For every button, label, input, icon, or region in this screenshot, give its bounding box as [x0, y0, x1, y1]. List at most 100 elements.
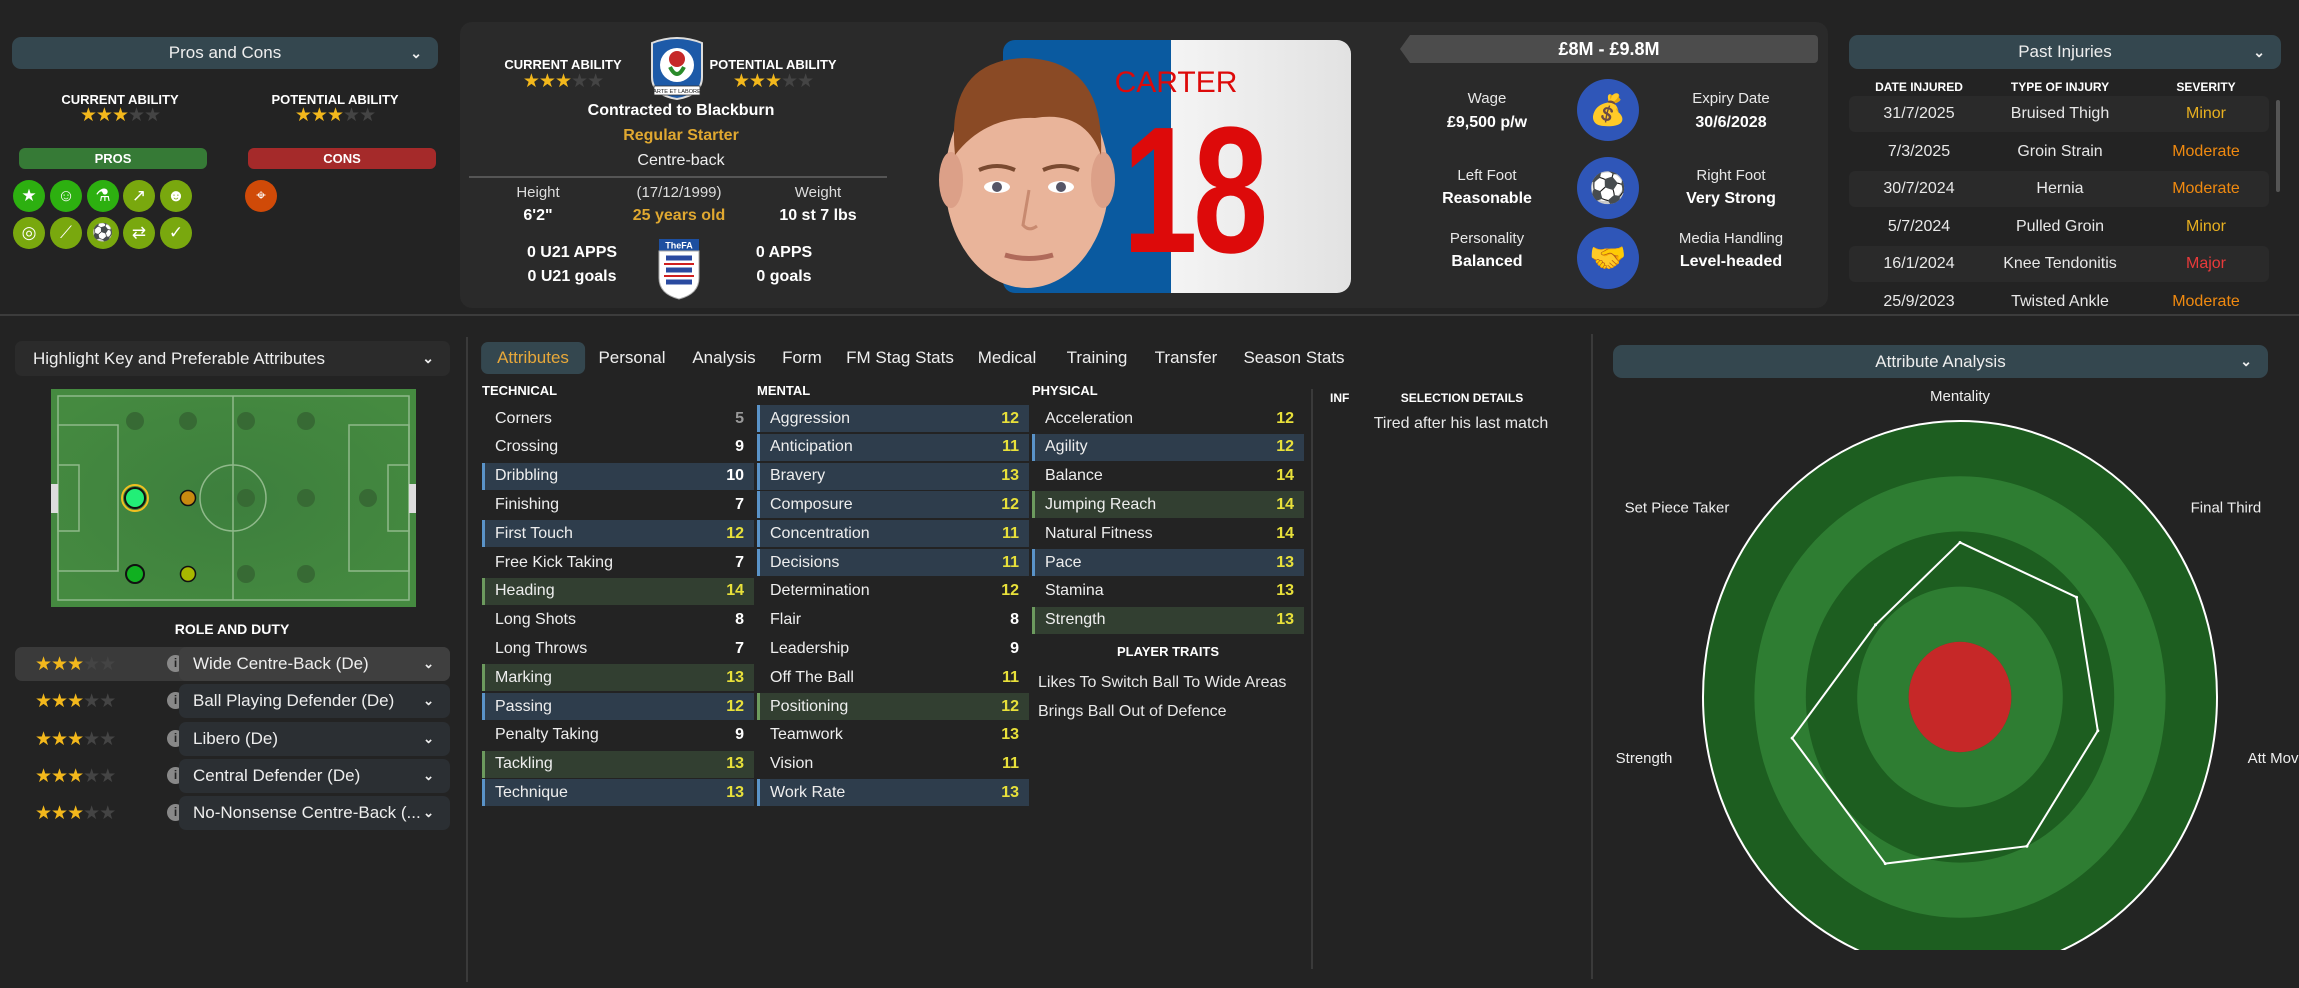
attribute-row[interactable]: Agility 12: [1032, 433, 1304, 461]
role-row[interactable]: ★★★★★ i Libero (De) ⌄: [15, 721, 450, 756]
clipboard-check-icon[interactable]: ✓: [160, 217, 192, 249]
attribute-row[interactable]: Off The Ball 11: [757, 664, 1029, 691]
role-row[interactable]: ★★★★★ i Ball Playing Defender (De) ⌄: [15, 684, 450, 719]
attribute-row[interactable]: Free Kick Taking 7: [482, 549, 754, 576]
position-dot-dm[interactable]: [179, 489, 197, 507]
chevron-down-icon[interactable]: ⌄: [422, 350, 434, 366]
tab-medical[interactable]: Medical: [977, 348, 1037, 367]
attribute-row[interactable]: Tackling 13: [482, 750, 754, 778]
attribute-row[interactable]: Crossing 9: [482, 434, 754, 461]
attribute-analysis-header[interactable]: Attribute Analysis ⌄: [1613, 345, 2268, 378]
chevron-down-icon[interactable]: ⌄: [2240, 353, 2252, 369]
flask-icon[interactable]: ⚗: [87, 180, 119, 212]
attribute-row[interactable]: Pace 13: [1032, 549, 1304, 576]
injury-row[interactable]: 7/3/2025 Groin Strain Moderate: [1849, 134, 2269, 170]
attribute-row[interactable]: Determination 12: [757, 578, 1029, 605]
attribute-value: 11: [1002, 553, 1019, 571]
highlight-dropdown[interactable]: Highlight Key and Preferable Attributes …: [15, 341, 450, 376]
attribute-row[interactable]: Strength 13: [1032, 606, 1304, 634]
attribute-row[interactable]: Concentration 11: [757, 520, 1029, 548]
role-dropdown[interactable]: Ball Playing Defender (De) ⌄: [179, 684, 450, 719]
pros-cons-title: Pros and Cons: [168, 43, 282, 62]
role-row[interactable]: ★★★★★ i Central Defender (De) ⌄: [15, 758, 450, 793]
section-divider: [0, 314, 2299, 316]
tab-attributes[interactable]: Attributes: [481, 342, 585, 374]
injury-row[interactable]: 16/1/2024 Knee Tendonitis Major: [1849, 246, 2269, 282]
attribute-row[interactable]: Technique 13: [482, 779, 754, 807]
pros-cons-header[interactable]: Pros and Cons ⌄: [12, 37, 438, 69]
role-dropdown[interactable]: Wide Centre-Back (De) ⌄: [179, 647, 450, 681]
chevron-down-icon[interactable]: ⌄: [423, 767, 434, 783]
role-dropdown[interactable]: No-Nonsense Centre-Back (... ⌄: [179, 796, 450, 831]
attribute-row[interactable]: Stamina 13: [1032, 578, 1304, 605]
injury-row[interactable]: 5/7/2024 Pulled Groin Minor: [1849, 209, 2269, 245]
tab-fm-stag-stats[interactable]: FM Stag Stats: [846, 348, 954, 367]
bandage-icon[interactable]: ⟋: [50, 217, 82, 249]
attribute-row[interactable]: Bravery 13: [757, 462, 1029, 490]
attribute-name: Corners: [495, 409, 552, 427]
chevron-down-icon[interactable]: ⌄: [423, 656, 434, 671]
attribute-row[interactable]: Composure 12: [757, 491, 1029, 519]
attribute-row[interactable]: Work Rate 13: [757, 779, 1029, 807]
attribute-row[interactable]: Decisions 11: [757, 549, 1029, 576]
attribute-row[interactable]: Flair 8: [757, 607, 1029, 634]
attribute-row[interactable]: Passing 12: [482, 693, 754, 720]
target-icon[interactable]: ◎: [13, 217, 45, 249]
cone-target-icon[interactable]: ⌖: [245, 180, 277, 212]
chevron-down-icon[interactable]: ⌄: [2253, 43, 2265, 60]
chevron-down-icon[interactable]: ⌄: [423, 805, 434, 821]
attribute-row[interactable]: Leadership 9: [757, 635, 1029, 662]
role-dropdown[interactable]: Central Defender (De) ⌄: [179, 758, 450, 793]
attribute-row[interactable]: Penalty Taking 9: [482, 722, 754, 749]
attribute-row[interactable]: Dribbling 10: [482, 462, 754, 490]
attribute-row[interactable]: Corners 5: [482, 405, 754, 432]
trending-up-icon[interactable]: ↗: [123, 180, 155, 212]
role-dropdown[interactable]: Libero (De) ⌄: [179, 721, 450, 756]
injury-row[interactable]: 30/7/2024 Hernia Moderate: [1849, 171, 2269, 207]
chevron-down-icon[interactable]: ⌄: [410, 44, 422, 61]
attribute-row[interactable]: Jumping Reach 14: [1032, 491, 1304, 519]
attribute-row[interactable]: Positioning 12: [757, 693, 1029, 720]
ball-player-icon[interactable]: ⚽: [87, 217, 119, 249]
tab-analysis[interactable]: Analysis: [692, 348, 756, 367]
position-dot-dr[interactable]: [125, 564, 145, 584]
money-bag-icon: 💰: [1577, 79, 1639, 141]
attribute-row[interactable]: Finishing 7: [482, 491, 754, 518]
injuries-scrollbar[interactable]: [2276, 100, 2280, 192]
attribute-value: 7: [735, 495, 744, 513]
injury-type: Pulled Groin: [2015, 217, 2105, 235]
past-injuries-title: Past Injuries: [2018, 42, 2112, 61]
injury-row[interactable]: 25/9/2023 Twisted Ankle Moderate: [1849, 284, 2269, 309]
head-icon[interactable]: ☻: [160, 180, 192, 212]
position-dot-dc[interactable]: [124, 487, 146, 509]
attribute-row[interactable]: Marking 13: [482, 664, 754, 692]
attribute-row[interactable]: Aggression 12: [757, 405, 1029, 432]
chevron-down-icon[interactable]: ⌄: [423, 693, 434, 709]
agility-cone-icon[interactable]: ☺: [50, 180, 82, 212]
tab-season-stats[interactable]: Season Stats: [1243, 348, 1345, 367]
star-empty-icon: ★: [99, 803, 116, 825]
tab-personal[interactable]: Personal: [598, 348, 666, 367]
injury-row[interactable]: 31/7/2025 Bruised Thigh Minor: [1849, 96, 2269, 132]
past-injuries-header[interactable]: Past Injuries ⌄: [1849, 35, 2281, 69]
role-row[interactable]: ★★★★★ i No-Nonsense Centre-Back (... ⌄: [15, 796, 450, 831]
attribute-row[interactable]: Long Throws 7: [482, 635, 754, 662]
attribute-row[interactable]: Long Shots 8: [482, 607, 754, 634]
attribute-row[interactable]: Teamwork 13: [757, 722, 1029, 749]
injuries-list[interactable]: 31/7/2025 Bruised Thigh Minor 7/3/2025 Groin…: [0, 96, 2299, 308]
tab-training[interactable]: Training: [1066, 348, 1128, 367]
attribute-row[interactable]: Heading 14: [482, 577, 754, 605]
tab-transfer[interactable]: Transfer: [1154, 348, 1218, 367]
attribute-row[interactable]: First Touch 12: [482, 520, 754, 548]
attribute-row[interactable]: Balance 14: [1032, 463, 1304, 490]
chevron-down-icon[interactable]: ⌄: [423, 730, 434, 746]
tab-form[interactable]: Form: [782, 348, 822, 367]
attribute-row[interactable]: Acceleration 12: [1032, 405, 1304, 432]
position-dot-wbr[interactable]: [179, 565, 197, 583]
star-icon[interactable]: ★: [13, 180, 45, 212]
pass-arrows-icon[interactable]: ⇄: [123, 217, 155, 249]
role-row[interactable]: ★★★★★ i Wide Centre-Back (De) ⌄: [15, 647, 450, 681]
attribute-row[interactable]: Anticipation 11: [757, 433, 1029, 461]
attribute-row[interactable]: Vision 11: [757, 751, 1029, 778]
attribute-row[interactable]: Natural Fitness 14: [1032, 520, 1304, 547]
